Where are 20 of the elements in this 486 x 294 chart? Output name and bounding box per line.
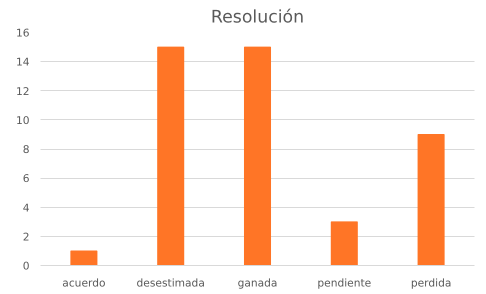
x-tick-label: perdida xyxy=(410,276,452,290)
bar xyxy=(157,46,184,266)
bar xyxy=(418,134,445,266)
y-tick-label: 8 xyxy=(22,143,30,156)
bar xyxy=(330,221,358,266)
x-tick-label: ganada xyxy=(238,276,278,290)
bar xyxy=(244,46,272,266)
y-tick-label: 12 xyxy=(16,84,30,98)
x-tick-label: desestimada xyxy=(136,276,205,290)
bar xyxy=(70,250,98,266)
y-tick-label: 6 xyxy=(22,172,30,186)
y-tick-label: 14 xyxy=(16,56,30,69)
y-tick-label: 2 xyxy=(22,230,30,244)
chart-title: Resolución xyxy=(210,8,304,28)
y-tick-label: 16 xyxy=(16,26,30,40)
y-tick-label: 4 xyxy=(22,201,30,214)
y-tick-label: 0 xyxy=(22,260,30,272)
x-tick-label: pendiente xyxy=(317,276,372,290)
y-tick-label: 10 xyxy=(16,114,30,127)
x-tick-label: acuerdo xyxy=(62,276,106,290)
